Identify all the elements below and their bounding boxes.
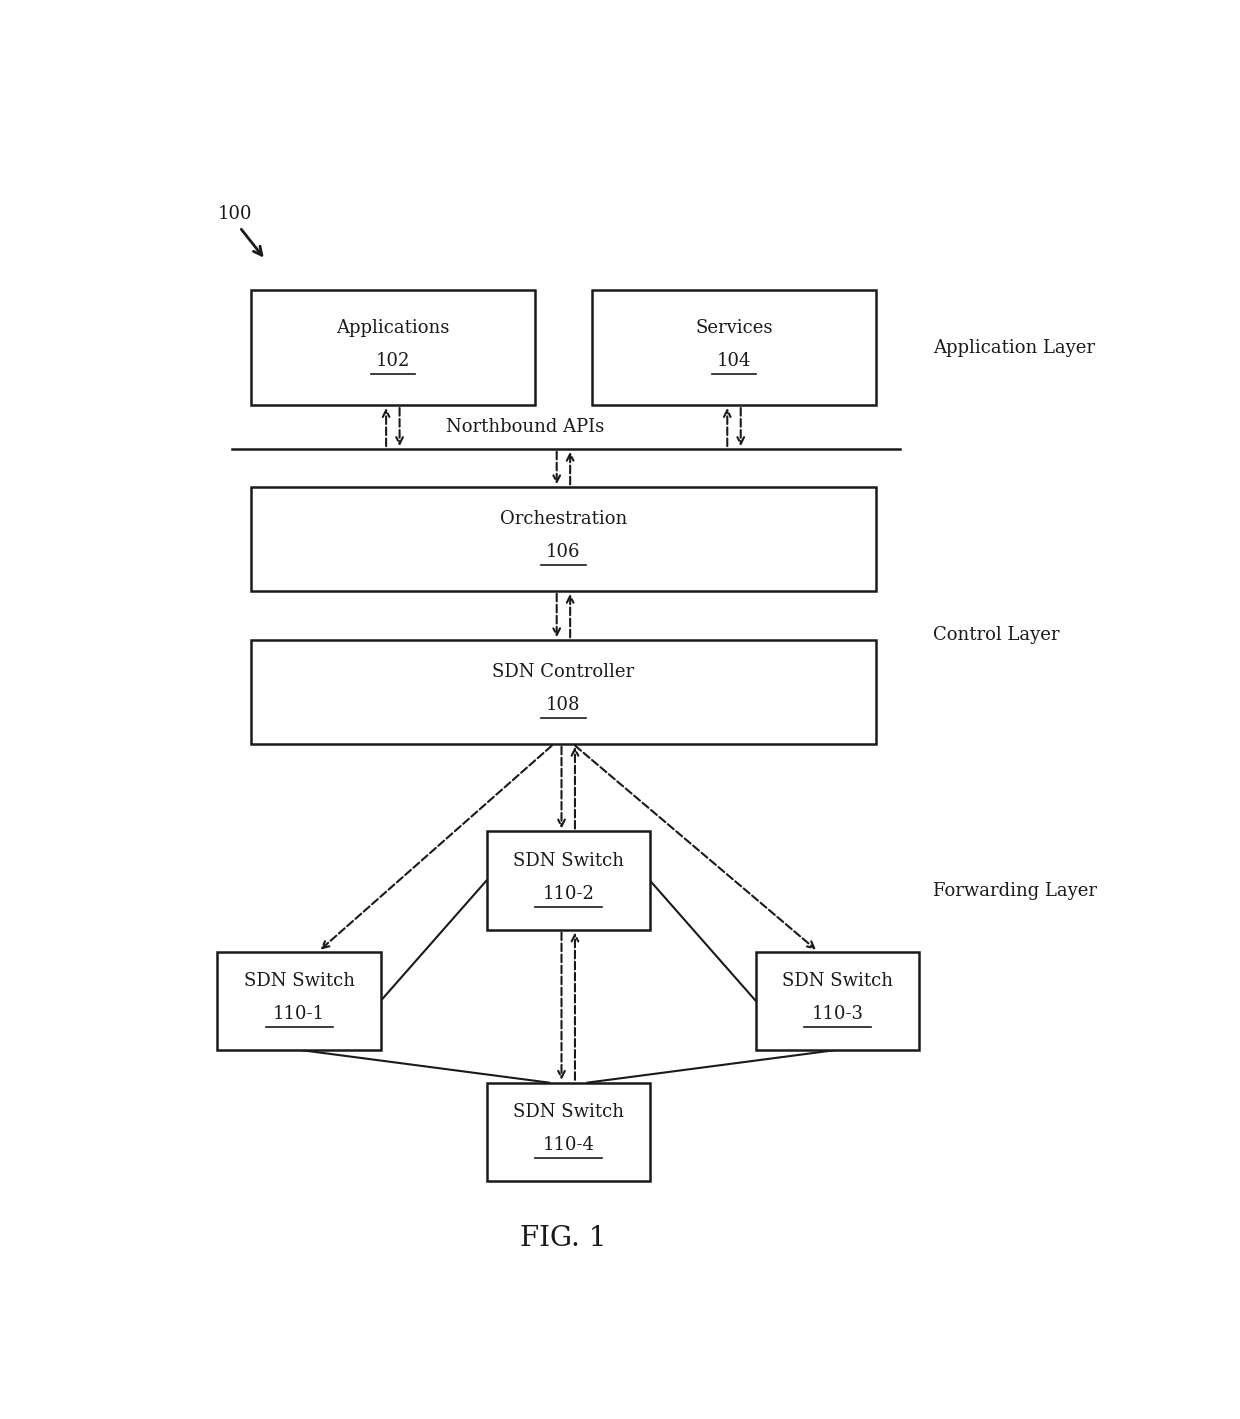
Text: SDN Switch: SDN Switch [512, 1103, 624, 1121]
Bar [486, 832, 650, 929]
Text: Forwarding Layer: Forwarding Layer [934, 883, 1097, 901]
Text: Application Layer: Application Layer [934, 339, 1095, 356]
Text: 106: 106 [546, 543, 580, 561]
Bar [250, 291, 534, 406]
Text: 100: 100 [217, 206, 252, 223]
Bar [217, 952, 381, 1050]
Bar [486, 1083, 650, 1181]
Text: SDN Switch: SDN Switch [512, 851, 624, 870]
Text: 104: 104 [717, 352, 751, 370]
Text: 110-2: 110-2 [542, 884, 594, 902]
Text: SDN Switch: SDN Switch [781, 972, 893, 990]
Text: Orchestration: Orchestration [500, 511, 627, 528]
Text: Services: Services [696, 319, 773, 338]
Text: 110-3: 110-3 [811, 1005, 863, 1023]
Text: 108: 108 [546, 697, 580, 714]
Text: FIG. 1: FIG. 1 [520, 1226, 606, 1253]
Bar [250, 640, 875, 744]
Text: 110-1: 110-1 [273, 1005, 325, 1023]
Text: Control Layer: Control Layer [934, 626, 1060, 644]
Bar [755, 952, 919, 1050]
Text: SDN Switch: SDN Switch [243, 972, 355, 990]
Text: 110-4: 110-4 [542, 1135, 594, 1154]
Text: SDN Controller: SDN Controller [492, 663, 635, 681]
Bar [250, 487, 875, 590]
Text: Applications: Applications [336, 319, 450, 338]
Text: 102: 102 [376, 352, 410, 370]
Bar [593, 291, 875, 406]
Text: Northbound APIs: Northbound APIs [446, 417, 604, 436]
